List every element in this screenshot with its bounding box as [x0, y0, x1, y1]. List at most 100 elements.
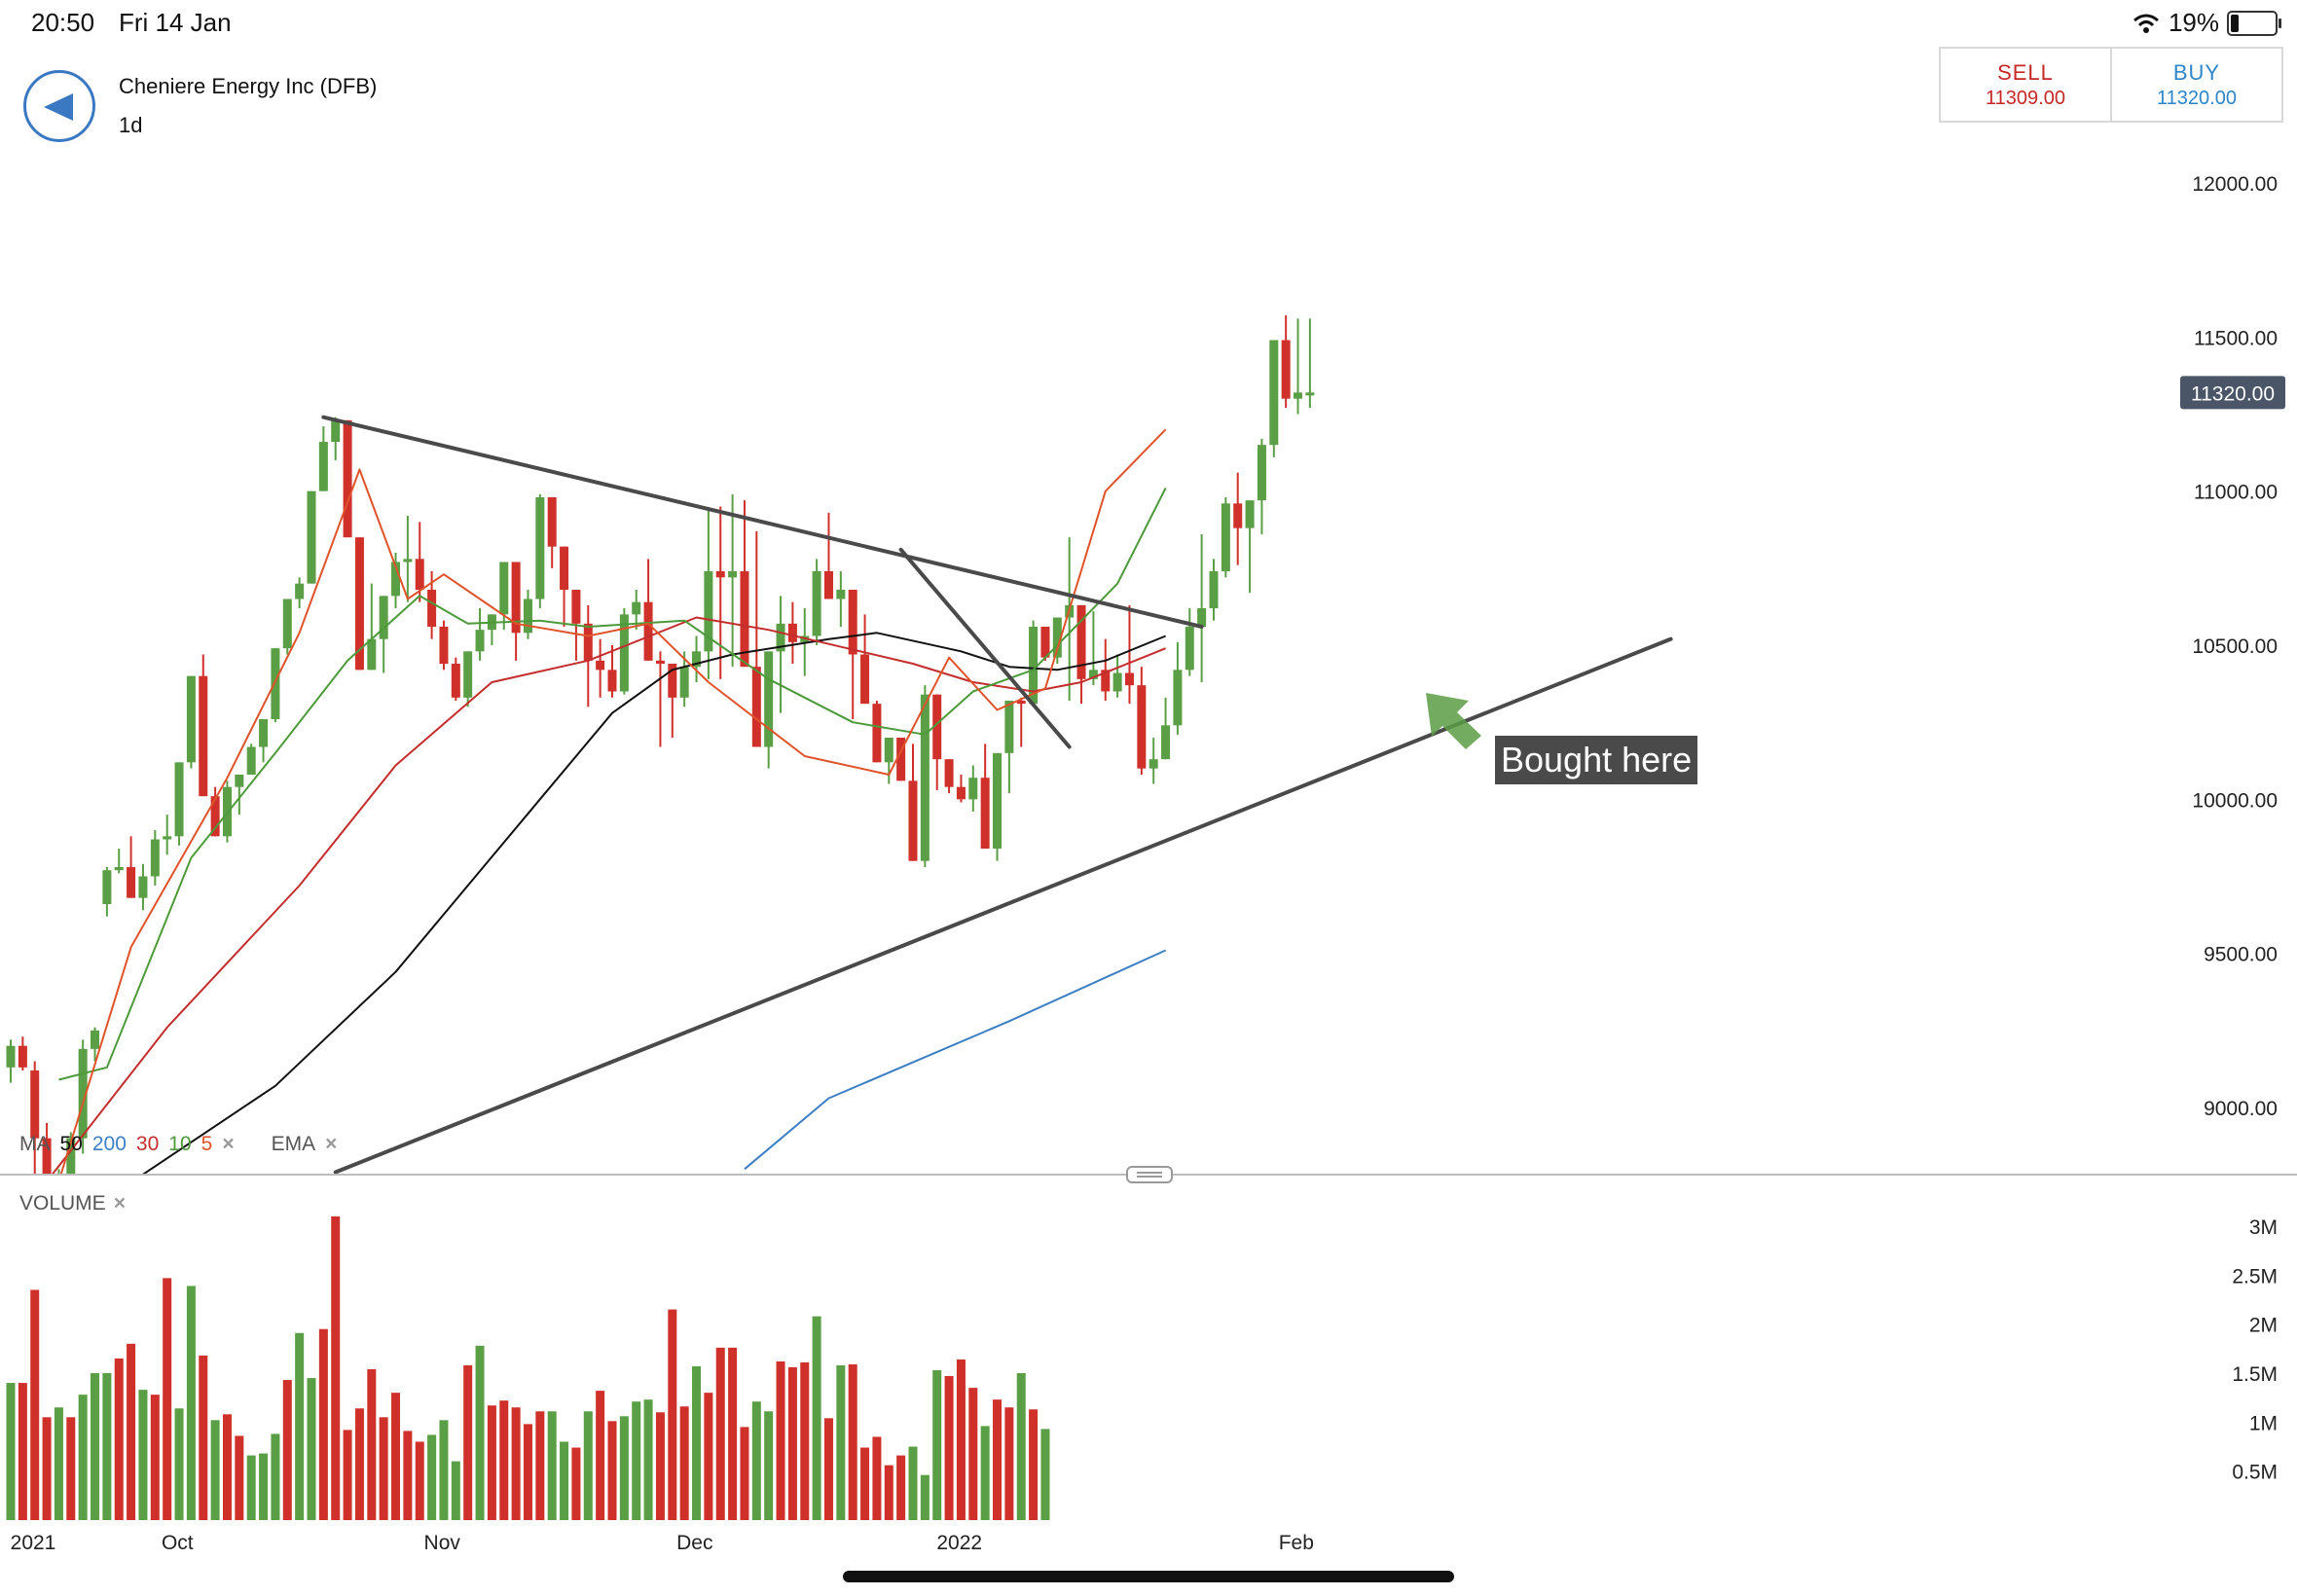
volume-bar: [199, 1355, 208, 1520]
candle-down: [872, 704, 882, 763]
volume-bar: [872, 1436, 882, 1520]
time-tick-label: Feb: [1279, 1532, 1314, 1554]
candle-down: [751, 667, 761, 747]
time-tick-label: Oct: [162, 1532, 194, 1554]
annotation-bought-here: Bought here: [1495, 736, 1698, 784]
candle-up: [1305, 392, 1315, 396]
remove-ma-icon[interactable]: ×: [222, 1133, 235, 1155]
volume-bar: [655, 1412, 665, 1520]
volume-title: VOLUME: [19, 1192, 106, 1215]
candle-up: [619, 614, 629, 692]
candle-up: [391, 562, 401, 597]
volume-bar: [78, 1395, 88, 1520]
price-tick-label: 11500.00: [2194, 327, 2278, 349]
remove-ema-icon[interactable]: ×: [325, 1133, 338, 1155]
volume-bar: [102, 1373, 112, 1520]
candle-down: [860, 654, 870, 705]
candle-up: [499, 562, 509, 615]
ma5-line: [59, 428, 1167, 1175]
candle-up: [1185, 627, 1194, 671]
volume-bar: [800, 1361, 810, 1520]
remove-volume-icon[interactable]: ×: [113, 1192, 126, 1215]
trendline[interactable]: [333, 636, 1673, 1175]
candle-up: [764, 651, 774, 747]
status-date: Fri 14 Jan: [119, 8, 232, 37]
candle-up: [1257, 445, 1266, 501]
ma-period-10[interactable]: 10: [168, 1133, 192, 1155]
sell-button[interactable]: SELL 11309.00: [1941, 49, 2110, 121]
ma-period-30[interactable]: 30: [135, 1133, 160, 1155]
volume-tick-label: 1M: [2249, 1412, 2278, 1434]
volume-bar: [1040, 1429, 1050, 1520]
candle-down: [896, 738, 906, 781]
volume-bar: [186, 1286, 196, 1520]
battery-icon: [2227, 10, 2281, 36]
home-indicator[interactable]: [843, 1571, 1454, 1582]
candle-up: [475, 630, 485, 652]
volume-bar: [354, 1408, 364, 1520]
candle-up: [331, 419, 341, 442]
candle-down: [596, 660, 605, 671]
candle-up: [1245, 500, 1255, 528]
volume-bar: [150, 1395, 160, 1520]
candle-down: [343, 419, 352, 538]
trendline[interactable]: [321, 415, 1204, 629]
volume-bar: [704, 1393, 713, 1520]
candle-down: [511, 562, 521, 634]
volume-bar: [427, 1434, 437, 1520]
volume-bar: [583, 1411, 593, 1520]
candle-down: [583, 623, 593, 661]
candle-up: [920, 694, 930, 861]
candle-down: [415, 559, 424, 590]
ma-label[interactable]: MA: [19, 1133, 51, 1155]
candle-up: [1221, 503, 1230, 571]
candle-down: [908, 780, 918, 861]
candle-up: [174, 762, 184, 837]
candle-down: [643, 601, 653, 661]
buy-button[interactable]: BUY 11320.00: [2110, 49, 2281, 121]
volume-bar: [259, 1453, 269, 1520]
time-tick-label: 2021: [11, 1532, 56, 1554]
volume-bar: [920, 1474, 930, 1520]
time-tick-label: 2022: [936, 1532, 982, 1554]
sell-label: SELL: [1997, 59, 2054, 85]
candle-up: [379, 596, 388, 639]
instrument-name: Cheniere Energy Inc (DFB): [119, 74, 378, 98]
price-tick-label: 12000.00: [2192, 173, 2278, 196]
ema-label[interactable]: EMA: [271, 1133, 316, 1155]
candle-up: [812, 571, 821, 636]
candle-up: [91, 1030, 100, 1049]
pane-resize-handle-icon[interactable]: [1126, 1166, 1173, 1183]
trendline[interactable]: [898, 547, 1072, 749]
ma-period-5[interactable]: 5: [201, 1133, 213, 1155]
candle-up: [1269, 340, 1279, 446]
candle-up: [367, 638, 377, 671]
candle-down: [956, 786, 966, 800]
ma-period-200[interactable]: 200: [91, 1133, 127, 1155]
volume-bar: [751, 1401, 761, 1520]
volume-bar: [740, 1427, 749, 1520]
candle-up: [6, 1045, 16, 1068]
volume-bar: [547, 1411, 557, 1520]
candle-up: [1052, 617, 1062, 658]
volume-bar: [379, 1417, 388, 1520]
candle-up: [1148, 759, 1158, 769]
candle-up: [102, 870, 112, 904]
volume-bar: [307, 1378, 316, 1520]
volume-bar: [596, 1391, 605, 1520]
volume-bar: [66, 1417, 76, 1520]
ma10-line: [58, 488, 1167, 1081]
candle-down: [1076, 604, 1086, 679]
battery-percent: 19%: [2168, 8, 2219, 37]
volume-bar: [993, 1399, 1003, 1520]
volume-bar: [511, 1407, 521, 1520]
volume-bar: [1029, 1409, 1039, 1520]
volume-bar: [944, 1376, 954, 1520]
back-button[interactable]: [23, 70, 95, 142]
timeframe-label[interactable]: 1d: [119, 113, 143, 137]
volume-bar: [679, 1406, 689, 1520]
candle-up: [1197, 608, 1207, 627]
candle-down: [1137, 685, 1147, 769]
ma-period-50[interactable]: 50: [59, 1133, 83, 1155]
